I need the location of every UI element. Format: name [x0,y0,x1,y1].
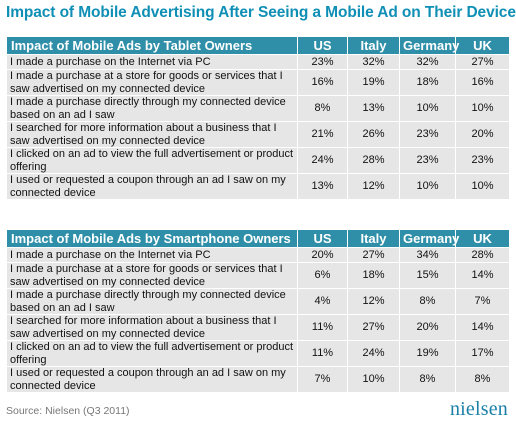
value-cell-italy: 27% [347,314,400,341]
value-cell-italy: 27% [347,247,400,263]
value-cell-germany: 20% [399,314,456,341]
value-cell-uk: 10% [455,95,510,122]
row-label: I clicked on an ad to view the full adve… [6,147,298,174]
row-label: I made a purchase on the Internet via PC [6,54,298,70]
value-cell-italy: 26% [347,121,400,148]
table-row: I made a purchase on the Internet via PC… [6,54,510,70]
table-header-title: Impact of Mobile Ads by Smartphone Owner… [6,229,298,248]
value-cell-us: 13% [297,173,348,200]
value-cell-germany: 8% [399,288,456,315]
table-row: I made a purchase directly through my co… [6,288,510,315]
value-cell-germany: 15% [399,262,456,289]
table-row: I clicked on an ad to view the full adve… [6,147,510,174]
row-label: I made a purchase at a store for goods o… [6,262,298,289]
value-cell-italy: 18% [347,262,400,289]
table-row: I used or requested a coupon through an … [6,173,510,200]
value-cell-germany: 32% [399,54,456,70]
value-cell-germany: 19% [399,340,456,367]
column-header-italy: Italy [347,36,400,55]
value-cell-us: 16% [297,69,348,96]
value-cell-us: 21% [297,121,348,148]
nielsen-logo: nielsen [449,398,508,420]
table-row: I clicked on an ad to view the full adve… [6,340,510,367]
value-cell-germany: 23% [399,147,456,174]
value-cell-italy: 19% [347,69,400,96]
value-cell-italy: 24% [347,340,400,367]
value-cell-uk: 8% [455,366,510,393]
column-header-us: US [297,229,348,248]
column-header-germany: Germany [399,229,459,248]
value-cell-italy: 28% [347,147,400,174]
row-label: I used or requested a coupon through an … [6,366,298,393]
tablet-table-body: I made a purchase on the Internet via PC… [6,54,510,200]
value-cell-us: 23% [297,54,348,70]
column-header-uk: UK [455,229,510,248]
value-cell-italy: 10% [347,366,400,393]
chart-title: Impact of Mobile Advertising After Seein… [6,4,516,21]
value-cell-uk: 7% [455,288,510,315]
value-cell-italy: 13% [347,95,400,122]
value-cell-germany: 18% [399,69,456,96]
value-cell-us: 11% [297,340,348,367]
value-cell-germany: 10% [399,173,456,200]
value-cell-us: 6% [297,262,348,289]
row-label: I made a purchase on the Internet via PC [6,247,298,263]
value-cell-us: 20% [297,247,348,263]
value-cell-italy: 12% [347,288,400,315]
value-cell-us: 24% [297,147,348,174]
table-row: I made a purchase at a store for goods o… [6,69,510,96]
row-label: I clicked on an ad to view the full adve… [6,340,298,367]
table-row: I searched for more information about a … [6,121,510,148]
value-cell-uk: 23% [455,147,510,174]
tablet-owners-table: Impact of Mobile Ads by Tablet Owners US… [6,36,510,200]
smartphone-table-body: I made a purchase on the Internet via PC… [6,247,510,393]
smartphone-owners-table: Impact of Mobile Ads by Smartphone Owner… [6,229,510,393]
value-cell-uk: 17% [455,340,510,367]
table-row: I used or requested a coupon through an … [6,366,510,393]
row-label: I made a purchase directly through my co… [6,95,298,122]
row-label: I made a purchase directly through my co… [6,288,298,315]
value-cell-italy: 32% [347,54,400,70]
table-header-title: Impact of Mobile Ads by Tablet Owners [6,36,298,55]
value-cell-germany: 10% [399,95,456,122]
value-cell-germany: 34% [399,247,456,263]
value-cell-uk: 20% [455,121,510,148]
value-cell-uk: 27% [455,54,510,70]
value-cell-germany: 23% [399,121,456,148]
value-cell-germany: 8% [399,366,456,393]
value-cell-italy: 12% [347,173,400,200]
column-header-germany: Germany [399,36,459,55]
value-cell-us: 7% [297,366,348,393]
value-cell-us: 4% [297,288,348,315]
value-cell-uk: 14% [455,314,510,341]
value-cell-uk: 14% [455,262,510,289]
row-label: I used or requested a coupon through an … [6,173,298,200]
column-header-italy: Italy [347,229,400,248]
table-row: I searched for more information about a … [6,314,510,341]
table-row: I made a purchase on the Internet via PC… [6,247,510,263]
table-row: I made a purchase at a store for goods o… [6,262,510,289]
source-note: Source: Nielsen (Q3 2011) [6,405,130,417]
value-cell-us: 8% [297,95,348,122]
row-label: I made a purchase at a store for goods o… [6,69,298,96]
column-header-us: US [297,36,348,55]
table-row: I made a purchase directly through my co… [6,95,510,122]
row-label: I searched for more information about a … [6,121,298,148]
row-label: I searched for more information about a … [6,314,298,341]
column-header-uk: UK [455,36,510,55]
value-cell-us: 11% [297,314,348,341]
value-cell-uk: 28% [455,247,510,263]
value-cell-uk: 16% [455,69,510,96]
value-cell-uk: 10% [455,173,510,200]
